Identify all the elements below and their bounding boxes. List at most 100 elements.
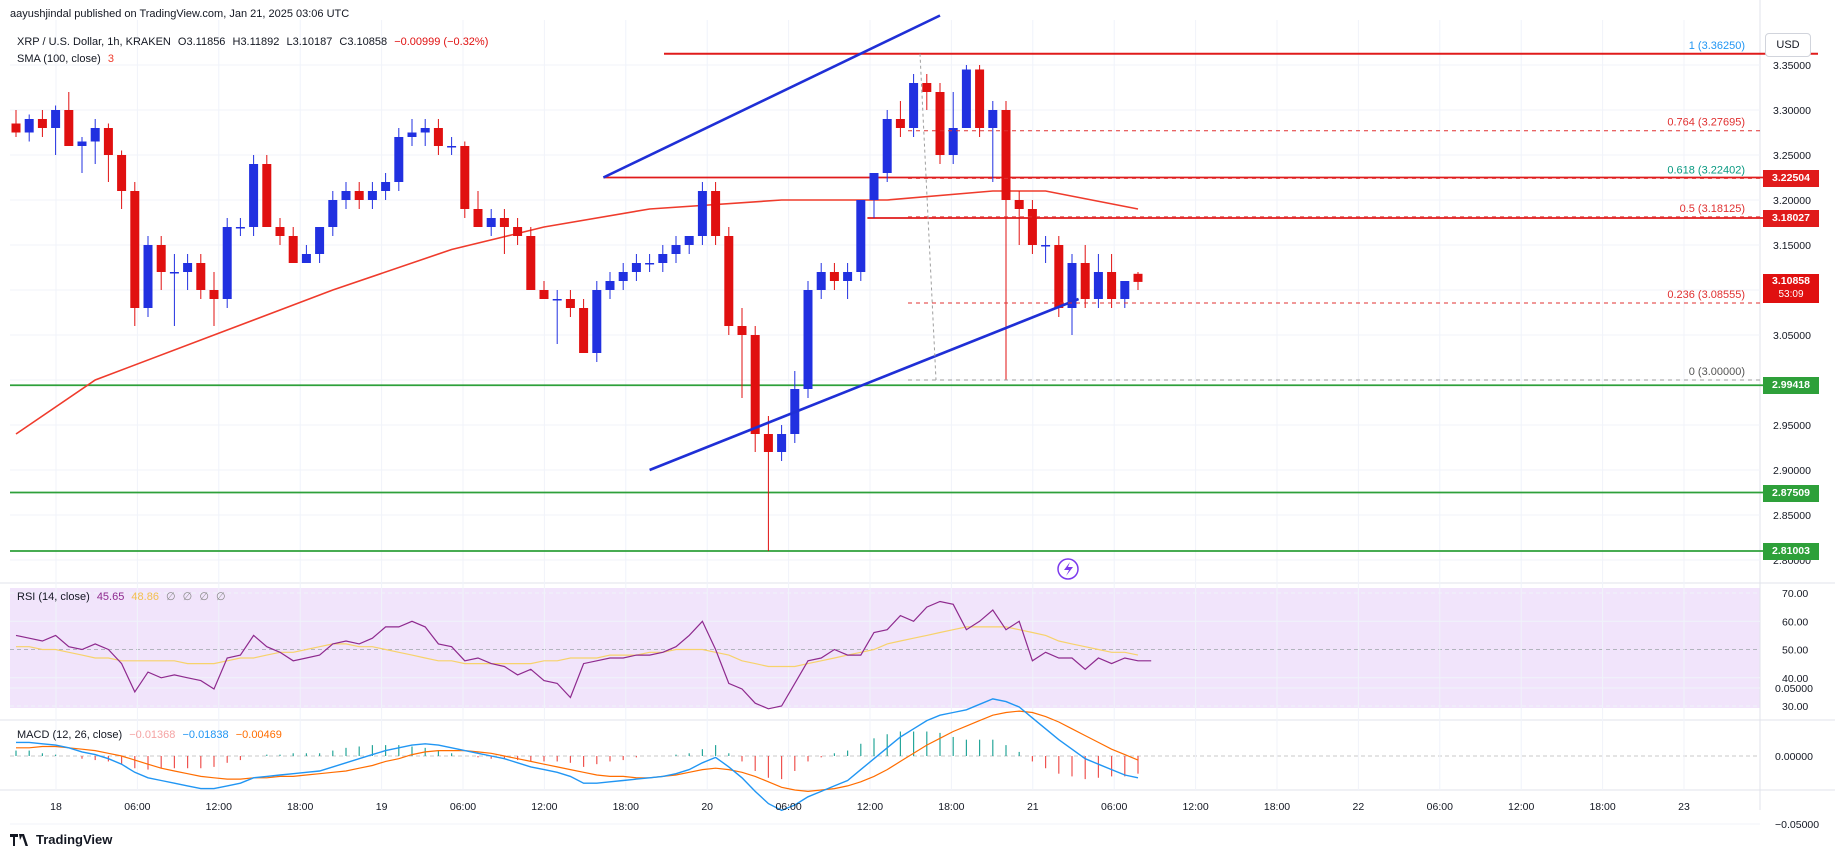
time-tick: 12:00 (206, 801, 232, 813)
currency-button[interactable]: USD (1765, 33, 1811, 57)
candle-body (143, 245, 153, 308)
candle-body (750, 335, 760, 434)
candle-body (407, 132, 417, 137)
price-tick: 3.25000 (1773, 150, 1811, 162)
candle-body (605, 281, 615, 290)
fib-retracement: 1 (3.36250) 0.764 (3.27695) 0.618 (3.22402… (908, 40, 1760, 381)
candle-body (737, 326, 747, 335)
time-tick: 06:00 (1427, 801, 1453, 813)
brand-name: TradingView (36, 832, 113, 847)
time-tick: 20 (701, 801, 713, 813)
rsi-legend-empty-1: ∅ (166, 591, 176, 603)
time-tick: 18:00 (1589, 801, 1615, 813)
candle-body (816, 272, 826, 290)
candle-body (539, 290, 549, 299)
fib-label: 0 (3.00000) (1689, 366, 1745, 378)
candle-body (763, 434, 773, 452)
candle-body (11, 123, 21, 133)
candle-body (301, 254, 311, 263)
candle-body (90, 128, 100, 142)
price-tick: 2.95000 (1773, 420, 1811, 432)
time-tick: 12:00 (531, 801, 557, 813)
rsi-ma-legend-value: 48.86 (131, 591, 159, 603)
time-tick: 21 (1027, 801, 1039, 813)
rsi-band (10, 588, 1760, 708)
candle-body (618, 272, 628, 281)
candle-body (711, 191, 721, 236)
candle-body (473, 209, 483, 227)
symbol-legend[interactable]: XRP / U.S. Dollar, 1h, KRAKEN O3.11856 H… (17, 36, 488, 48)
candle-countdown: 53:09 (1778, 289, 1804, 301)
candle-body (196, 263, 206, 290)
rsi-line (15, 600, 1152, 710)
candle-body (843, 272, 853, 281)
candle-body (394, 137, 404, 182)
rsi-pane (15, 600, 1152, 710)
rsi-ma-line (16, 626, 1139, 668)
channel-upper-line (602, 14, 941, 179)
candle-body (156, 245, 166, 272)
time-tick: 19 (376, 801, 388, 813)
candle-body (249, 164, 259, 227)
candle-body (1041, 245, 1051, 247)
candle-body (1067, 263, 1077, 308)
candle-body (552, 299, 562, 301)
time-tick: 23 (1678, 801, 1690, 813)
publisher-info: aayushjindal published on TradingView.co… (10, 8, 350, 20)
candle-body (130, 191, 140, 308)
candle-body (1080, 263, 1090, 299)
level-price-label: 2.87509 (1763, 484, 1819, 502)
signal-legend-value: −0.00469 (235, 729, 282, 741)
price-tick: 3.20000 (1773, 195, 1811, 207)
candle-body (724, 236, 734, 326)
candle-body (975, 69, 985, 128)
candle-body (24, 119, 34, 133)
time-tick: 06:00 (450, 801, 476, 813)
candle-body (513, 227, 523, 236)
price-tick: 3.35000 (1773, 60, 1811, 72)
candle-body (499, 218, 509, 227)
time-tick: 06:00 (124, 801, 150, 813)
candle-body (697, 191, 707, 236)
rsi-tick: 30.00 (1782, 701, 1808, 713)
candle-body (829, 272, 839, 281)
level-price-label: 3.22504 (1763, 169, 1819, 187)
candle-body (262, 164, 272, 227)
fib-label: 0.236 (3.08555) (1667, 289, 1745, 301)
sma-legend-label: SMA (100, close) (17, 53, 101, 65)
rsi-tick: 60.00 (1782, 616, 1808, 628)
candle-body (909, 83, 919, 128)
candle-body (447, 146, 457, 148)
replay-icon[interactable] (1057, 558, 1079, 580)
fib-label: 1 (3.36250) (1689, 40, 1745, 52)
rsi-legend[interactable]: RSI (14, close) 45.65 48.86 ∅ ∅ ∅ ∅ (17, 590, 226, 603)
price-grid (0, 0, 1835, 825)
candle-body (922, 83, 932, 92)
sma-legend[interactable]: SMA (100, close) 3 (17, 53, 114, 65)
candle-body (856, 200, 866, 272)
candle-body (37, 119, 47, 128)
ohlc-close: C3.10858 (339, 36, 388, 48)
candle-body (1001, 110, 1011, 200)
time-tick: 06:00 (775, 801, 801, 813)
candle-body (64, 110, 74, 146)
candle-body (684, 236, 694, 245)
candle-body (671, 245, 681, 254)
rsi-legend-value: 45.65 (96, 591, 125, 603)
candle-body (420, 128, 430, 133)
candle-body (869, 173, 879, 200)
macd-hist-legend-value: −0.01368 (129, 729, 176, 741)
candle-body (103, 128, 113, 155)
candle-body (1054, 245, 1064, 308)
candle-body (367, 191, 377, 200)
candle-body (288, 236, 298, 263)
candle-body (315, 227, 325, 254)
time-tick: 18:00 (287, 801, 313, 813)
price-tick: 3.30000 (1773, 105, 1811, 117)
tradingview-logo: TradingView (10, 832, 112, 847)
candle-body (1133, 273, 1143, 282)
time-axis[interactable]: 18 06:00 12:00 18:00 19 06:00 12:00 18:00 20 06:0… (50, 801, 1690, 813)
candle-body (381, 182, 391, 191)
macd-legend[interactable]: MACD (12, 26, close) −0.01368 −0.01838 −… (17, 729, 282, 741)
macd-tick: −0.05000 (1775, 819, 1819, 831)
